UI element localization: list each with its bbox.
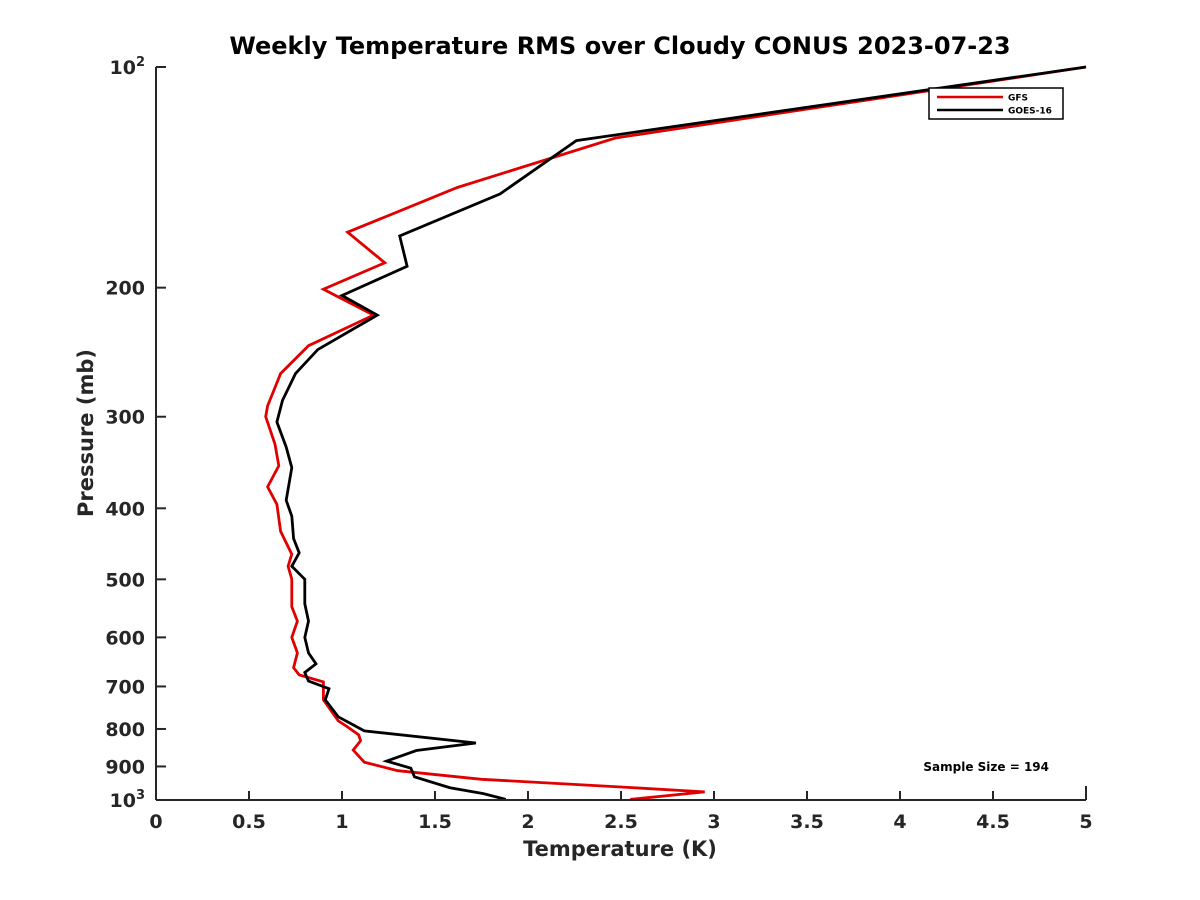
series-line-goes16 bbox=[275, 65, 1087, 801]
x-tick-label: 3 bbox=[707, 811, 720, 833]
y-tick-label: 103 bbox=[110, 788, 146, 812]
legend-box bbox=[928, 87, 1064, 120]
y-tick-label: 500 bbox=[105, 569, 145, 591]
y-tick-label: 102 bbox=[110, 55, 146, 79]
series-layer bbox=[264, 65, 1087, 801]
sample-size-annotation: Sample Size = 194 bbox=[923, 760, 1049, 774]
x-tick-label: 3.5 bbox=[790, 811, 824, 833]
y-tick-label: 800 bbox=[105, 719, 145, 741]
x-tick-label: 4 bbox=[893, 811, 906, 833]
x-tick-label: 5 bbox=[1079, 811, 1092, 833]
x-tick-label: 2.5 bbox=[604, 811, 638, 833]
series-line-gfs bbox=[264, 65, 1087, 801]
y-tick-label: 900 bbox=[105, 756, 145, 778]
y-tick-label: 700 bbox=[105, 676, 145, 698]
legend: GFS GOES-16 bbox=[928, 87, 1064, 120]
chart-title: Weekly Temperature RMS over Cloudy CONUS… bbox=[229, 32, 1010, 60]
y-tick-exponent: 3 bbox=[136, 788, 145, 803]
y-tick-label: 600 bbox=[105, 627, 145, 649]
y-tick-label: 300 bbox=[105, 407, 145, 429]
x-tick-label: 1.5 bbox=[418, 811, 452, 833]
y-axis-label: Pressure (mb) bbox=[74, 349, 98, 517]
x-tick-label: 2 bbox=[521, 811, 534, 833]
x-tick-label: 1 bbox=[335, 811, 348, 833]
x-axis-label: Temperature (K) bbox=[523, 837, 717, 861]
y-tick-label: 400 bbox=[105, 498, 145, 520]
x-tick-label: 0.5 bbox=[232, 811, 266, 833]
y-tick-exponent: 2 bbox=[136, 55, 145, 70]
x-tick-label: 0 bbox=[149, 811, 162, 833]
x-ticks: 0 0.5 1 1.5 2 2.5 3 3.5 4 4.5 5 bbox=[149, 791, 1093, 833]
x-tick-label: 4.5 bbox=[976, 811, 1010, 833]
legend-label-gfs: GFS bbox=[1008, 94, 1028, 104]
legend-label-goes16: GOES-16 bbox=[1008, 107, 1052, 117]
y-tick-base: 10 bbox=[110, 57, 136, 79]
y-tick-label: 200 bbox=[105, 278, 145, 300]
plot-area: 0 0.5 1 1.5 2 2.5 3 3.5 4 4.5 5 102200300400500600… bbox=[105, 55, 1092, 833]
y-tick-base: 10 bbox=[110, 790, 136, 812]
